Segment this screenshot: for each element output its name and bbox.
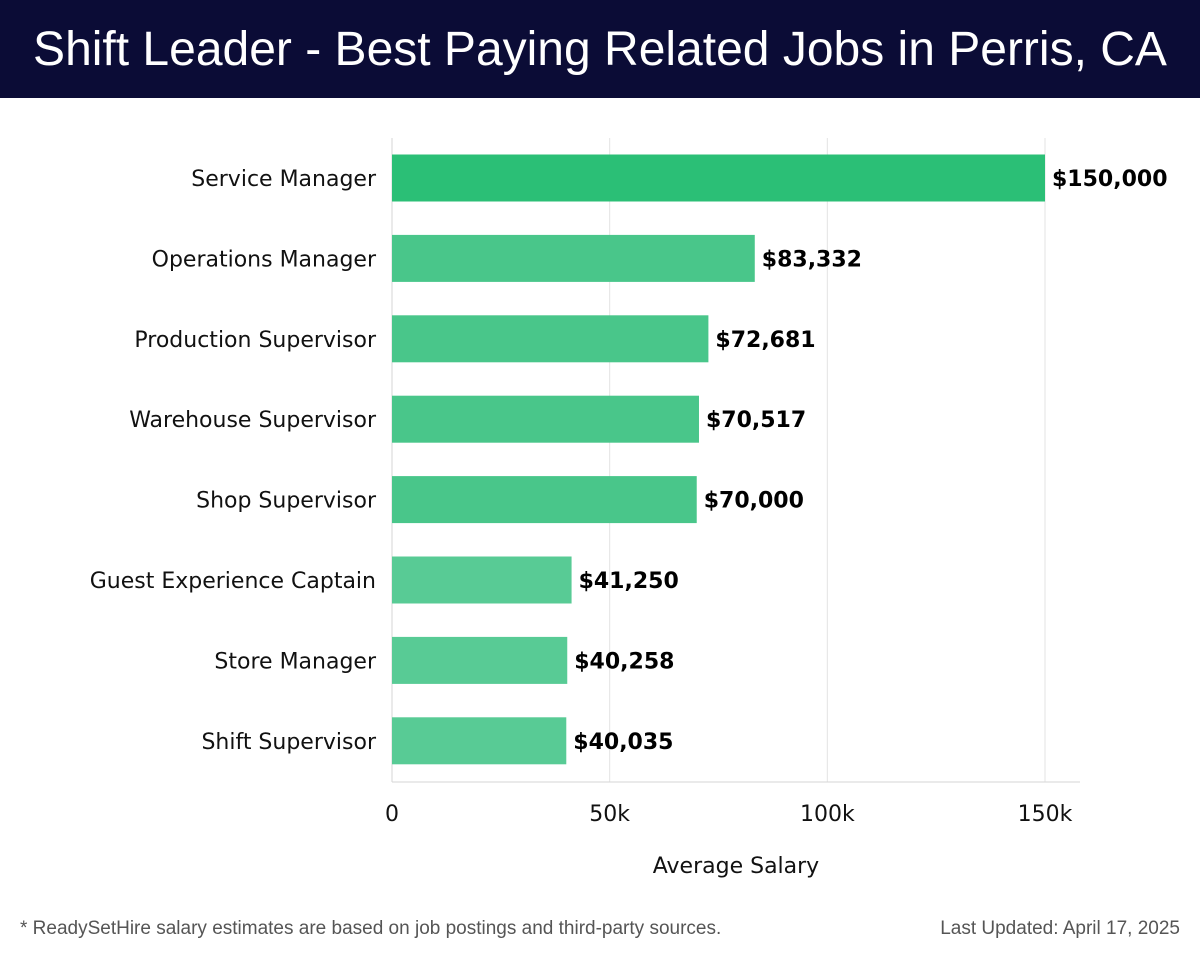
x-tick-label: 50k [589,802,630,827]
bar [392,476,697,524]
x-axis-label: Average Salary [653,854,819,879]
bar [392,717,567,765]
category-label: Shop Supervisor [196,489,377,514]
value-label: $72,681 [715,328,815,353]
bar [392,154,1045,202]
bar [392,395,699,443]
footer-updated: Last Updated: April 17, 2025 [940,918,1180,939]
chart-header: Shift Leader - Best Paying Related Jobs … [0,0,1200,98]
value-label: $70,000 [704,489,804,514]
value-label: $40,035 [573,730,673,755]
bar [392,636,568,684]
chart-title: Shift Leader - Best Paying Related Jobs … [33,22,1167,76]
value-label: $70,517 [706,408,806,433]
x-tick-label: 100k [800,802,855,827]
x-tick-label: 150k [1018,802,1073,827]
category-label: Store Manager [214,649,377,674]
category-label: Guest Experience Captain [90,569,376,594]
category-label: Service Manager [191,167,377,192]
category-label: Shift Supervisor [201,730,377,755]
footer-note: * ReadySetHire salary estimates are base… [20,918,722,939]
bar [392,234,755,282]
value-label: $83,332 [762,247,862,272]
x-tick-label: 0 [385,802,399,827]
bar-chart: 0 50k 100k 150k Average Salary Service Manage… [90,138,1168,879]
bar [392,315,709,363]
value-label: $41,250 [579,569,679,594]
category-label: Production Supervisor [134,328,377,353]
value-label: $150,000 [1052,167,1168,192]
category-label: Warehouse Supervisor [129,408,377,433]
bar [392,556,572,604]
category-label: Operations Manager [152,247,377,272]
value-label: $40,258 [574,649,674,674]
